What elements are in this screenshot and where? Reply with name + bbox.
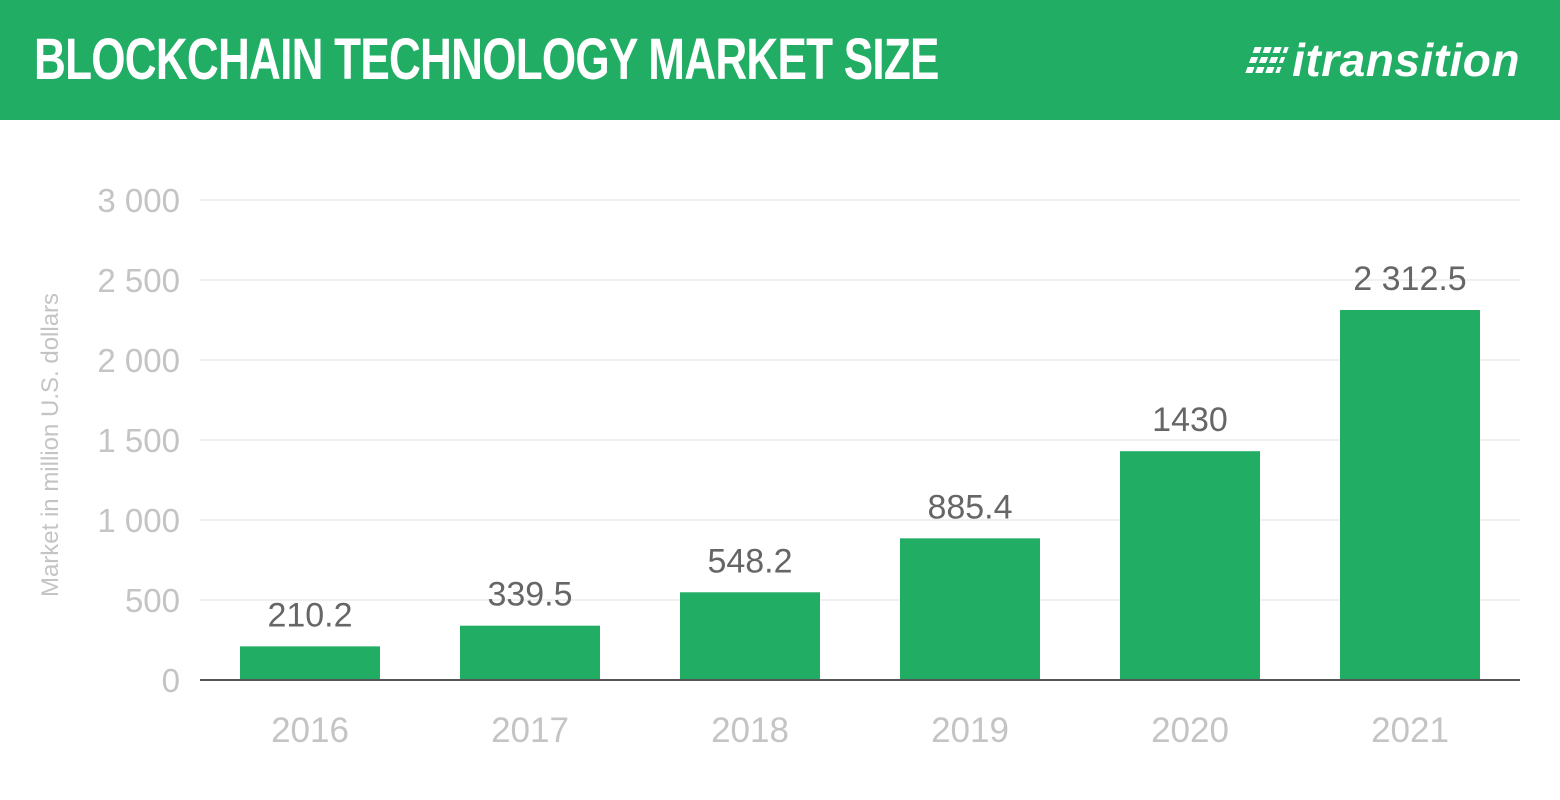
x-tick-label-2020: 2020 xyxy=(1151,711,1229,750)
y-tick-label: 2 500 xyxy=(97,262,180,299)
x-tick-label-2019: 2019 xyxy=(931,711,1009,750)
y-tick-label: 0 xyxy=(162,662,180,699)
bar-2021 xyxy=(1340,310,1480,680)
y-axis-ticks: 0 500 1 000 1 500 2 000 2 500 3 000 xyxy=(97,182,180,699)
data-label-2016: 210.2 xyxy=(267,596,352,634)
y-tick-label: 1 500 xyxy=(97,422,180,459)
data-label-2021: 2 312.5 xyxy=(1353,260,1466,298)
data-label-2020: 1430 xyxy=(1152,401,1228,439)
y-tick-label: 1 000 xyxy=(97,502,180,539)
x-axis-ticks: 2016 2017 2018 2019 2020 2021 xyxy=(271,711,1449,750)
grid-lines xyxy=(200,199,1520,601)
header-banner: BLOCKCHAIN TECHNOLOGY MARKET SIZE itrans… xyxy=(0,0,1560,120)
data-label-2018: 548.2 xyxy=(707,542,792,580)
data-label-2019: 885.4 xyxy=(927,488,1012,526)
chart-canvas: 0 500 1 000 1 500 2 000 2 500 3 000 Market in … xyxy=(37,182,1520,750)
x-tick-label-2021: 2021 xyxy=(1371,711,1449,750)
bars xyxy=(240,310,1480,680)
bar-2018 xyxy=(680,592,820,680)
x-tick-label-2017: 2017 xyxy=(491,711,569,750)
bar-chart: 0 500 1 000 1 500 2 000 2 500 3 000 Market in … xyxy=(0,120,1560,800)
y-tick-label: 500 xyxy=(125,582,180,619)
itransition-logo-mark-icon xyxy=(1245,47,1289,73)
bar-2019 xyxy=(900,538,1040,680)
brand-logo: itransition xyxy=(1245,28,1520,92)
y-tick-label: 2 000 xyxy=(97,342,180,379)
bar-2020 xyxy=(1120,451,1260,680)
data-labels: 210.2 339.5 548.2 885.4 1430 2 312.5 xyxy=(267,260,1466,634)
x-tick-label-2018: 2018 xyxy=(711,711,789,750)
y-axis-label: Market in million U.S. dollars xyxy=(37,293,64,597)
y-tick-label: 3 000 xyxy=(97,182,180,219)
bar-2017 xyxy=(460,625,600,680)
brand-name: itransition xyxy=(1292,34,1520,86)
x-tick-label-2016: 2016 xyxy=(271,711,349,750)
page-title: BLOCKCHAIN TECHNOLOGY MARKET SIZE xyxy=(34,27,939,92)
bar-2016 xyxy=(240,646,380,680)
data-label-2017: 339.5 xyxy=(487,576,572,614)
